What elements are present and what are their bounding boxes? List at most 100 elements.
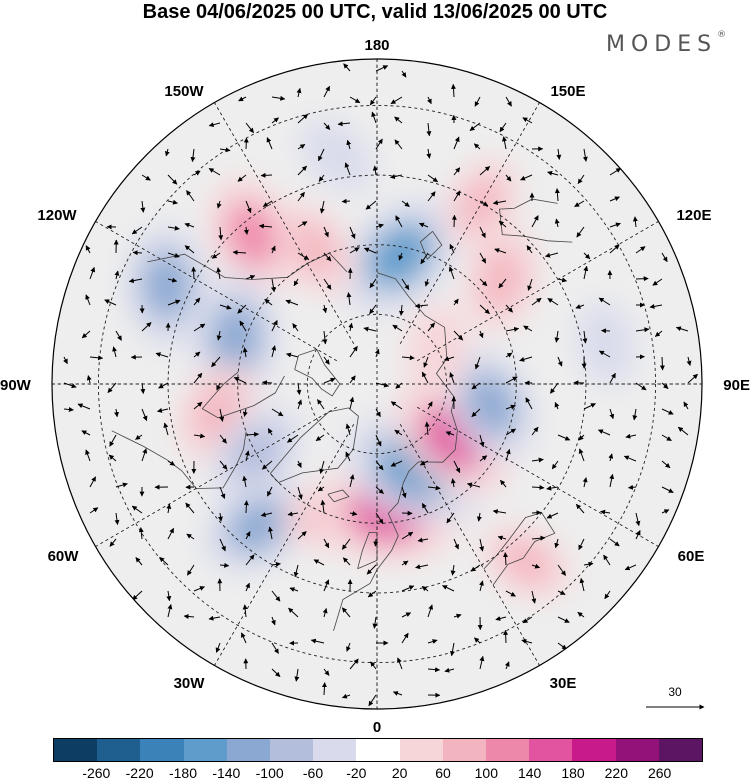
wind-vector — [442, 585, 455, 592]
wind-vector — [479, 538, 485, 552]
wind-vector — [557, 434, 571, 441]
wind-vector — [131, 226, 143, 235]
wind-vector — [450, 83, 456, 98]
wind-vector — [190, 148, 196, 163]
wind-vector — [579, 577, 585, 592]
wind-vector — [341, 607, 351, 618]
wind-vector — [323, 538, 330, 549]
polar-map: 180 0 90W 90E 150W 120W 150E 120E 60W 30… — [0, 37, 750, 735]
wind-vector — [260, 512, 273, 517]
wind-vector — [271, 616, 276, 626]
wind-vector — [232, 249, 247, 255]
wind-vector — [554, 330, 560, 343]
wind-vector — [479, 200, 489, 207]
wind-vector — [601, 328, 611, 334]
wind-vector — [661, 382, 669, 389]
meridian-line — [95, 406, 338, 547]
wind-vector — [323, 579, 330, 592]
wind-vector — [371, 111, 377, 124]
meridian-line — [95, 221, 338, 362]
wind-vector — [369, 96, 377, 106]
wind-vector — [453, 613, 462, 619]
wind-vector — [341, 538, 351, 550]
wind-vector — [500, 479, 507, 488]
wind-vector — [63, 382, 77, 389]
wind-vector — [85, 245, 91, 254]
meridian-line — [399, 423, 540, 666]
wind-vector — [401, 632, 409, 644]
wind-vector — [267, 428, 273, 436]
wind-vector — [628, 484, 637, 490]
wind-vector — [427, 485, 441, 491]
anomaly-core — [209, 302, 262, 375]
colorbar-swatch — [399, 739, 443, 761]
wind-vector — [191, 266, 197, 280]
colorbar-swatch — [270, 739, 314, 761]
wind-vector — [108, 454, 117, 462]
wind-vector — [346, 642, 351, 652]
wind-vector — [401, 200, 410, 207]
wind-vector — [575, 304, 585, 309]
wind-vector — [349, 375, 356, 384]
wind-vector — [141, 174, 151, 181]
wind-vector — [163, 422, 169, 436]
wind-vector — [242, 475, 248, 488]
wind-vector — [495, 616, 507, 621]
wind-vector — [270, 245, 276, 254]
wind-vector — [635, 530, 641, 540]
wind-vector — [546, 512, 559, 519]
wind-vector — [193, 297, 201, 306]
wind-vector — [322, 330, 328, 345]
wind-vector — [297, 113, 309, 124]
wind-vector — [271, 408, 284, 417]
wind-vector — [479, 434, 485, 448]
wind-vector — [158, 382, 169, 389]
wind-vector — [271, 319, 278, 332]
wind-vector — [369, 278, 377, 289]
wind-vector — [583, 265, 589, 280]
wind-vector — [632, 408, 638, 421]
wind-vector — [420, 252, 429, 265]
wind-vector — [531, 457, 544, 463]
wind-vector — [598, 350, 611, 358]
anomaly-core — [226, 499, 289, 554]
wind-vector — [320, 499, 326, 514]
wind-vector — [216, 200, 222, 209]
wind-vector — [208, 615, 221, 621]
lon-label-0: 0 — [373, 719, 381, 735]
wind-vector — [166, 590, 172, 602]
wind-vector — [216, 330, 222, 341]
wind-vector — [219, 304, 232, 310]
wind-vector — [582, 477, 588, 488]
wind-vector — [375, 434, 382, 447]
wind-vector — [297, 486, 303, 500]
colorbar-swatch — [442, 739, 487, 761]
wind-vector — [608, 453, 614, 462]
wind-vector — [476, 512, 482, 522]
wind-vector — [372, 616, 378, 629]
wind-vector — [466, 482, 481, 488]
wind-vector — [193, 586, 205, 592]
graticule — [52, 59, 702, 709]
colorbar-tick-label: 100 — [474, 765, 499, 781]
anomaly-core — [587, 319, 624, 369]
wind-vector — [132, 250, 143, 256]
wind-vector — [505, 428, 517, 436]
wind-vector — [346, 292, 352, 306]
wind-vector — [297, 399, 303, 410]
lon-label-30e: 30E — [550, 675, 577, 692]
wind-vector — [523, 325, 533, 332]
wind-vector — [448, 266, 455, 280]
wind-vector — [505, 352, 513, 358]
wind-vector — [479, 252, 487, 264]
wind-vector — [266, 137, 273, 150]
wind-vector — [426, 122, 432, 137]
wind-vector — [184, 245, 195, 254]
wind-vector — [218, 512, 223, 522]
wind-vector — [115, 482, 128, 488]
wind-vector — [469, 122, 481, 131]
wind-vector — [423, 356, 429, 368]
wind-vector — [349, 96, 361, 104]
wind-vector — [453, 538, 459, 550]
wind-vector — [479, 655, 485, 670]
